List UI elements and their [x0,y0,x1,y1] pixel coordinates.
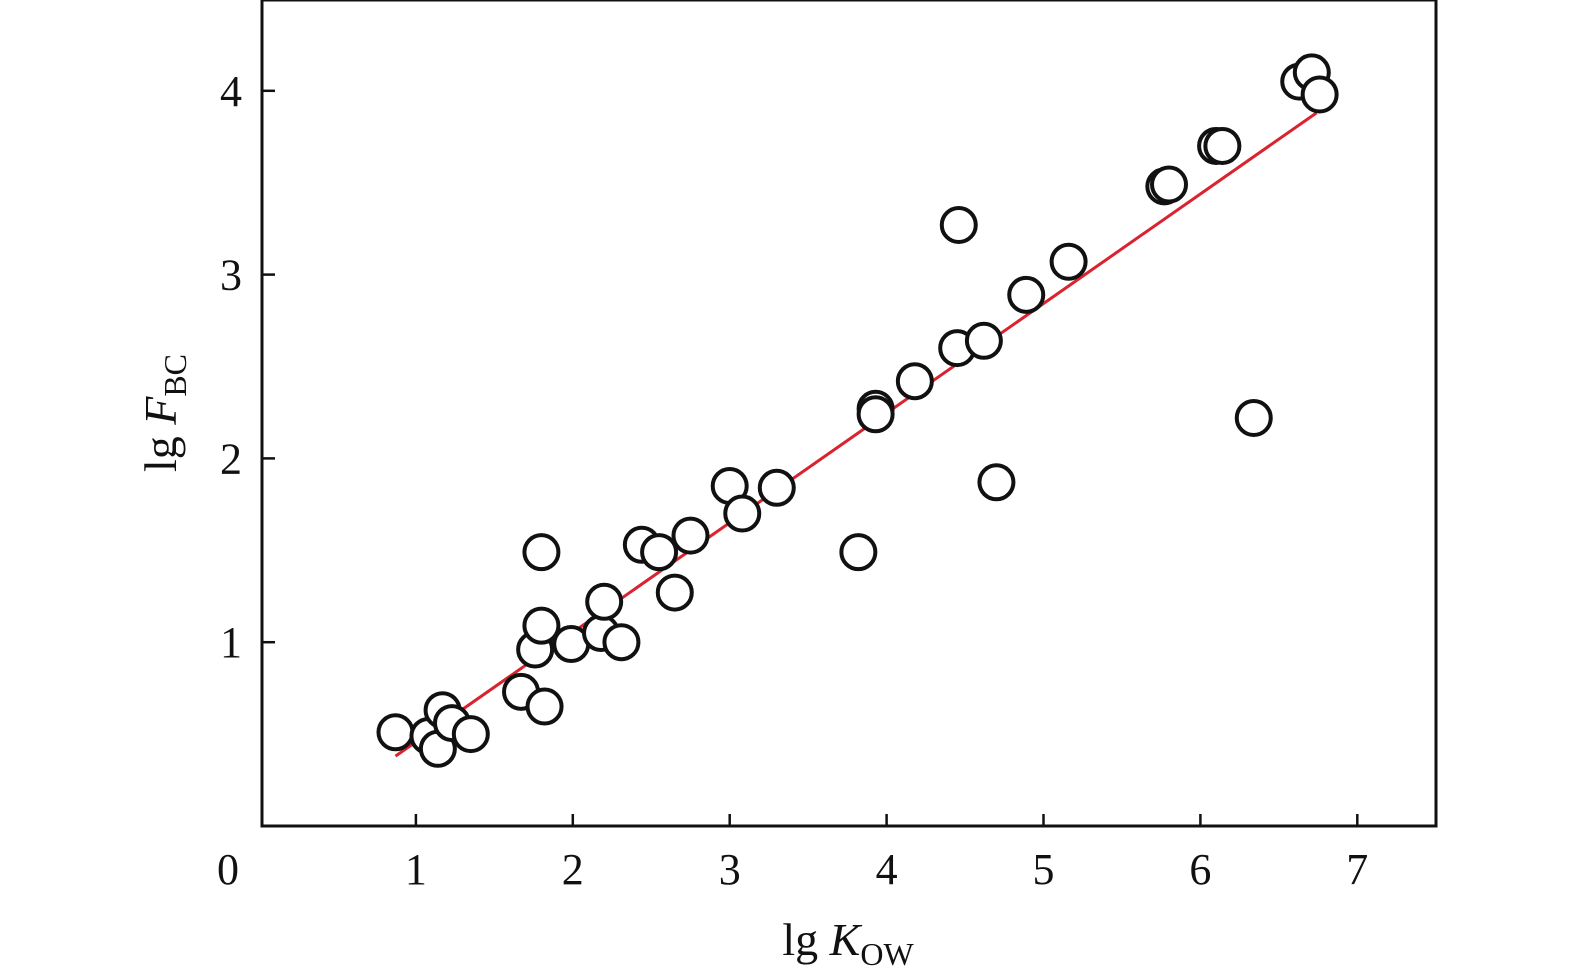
data-point [602,623,641,662]
data-point [1300,75,1339,114]
data-point [522,606,561,645]
y-tick-label: 1 [220,618,242,667]
y-axis-title-symbol: F [135,396,186,426]
x-tick-label: 0 [217,845,239,894]
x-tick-label: 7 [1346,845,1368,894]
x-tick-label: 2 [562,845,584,894]
y-tick-label: 4 [220,67,242,116]
data-point [856,395,895,434]
x-axis-title-subscript: OW [860,936,914,972]
x-tick-label: 6 [1189,845,1211,894]
data-point [640,533,679,572]
x-axis-title-main: lg [782,914,829,965]
data-point [1007,275,1046,314]
x-tick-label: 5 [1033,845,1055,894]
data-point [977,463,1016,502]
data-point [1150,165,1189,204]
data-point [655,573,694,612]
data-point [1234,398,1273,437]
x-axis-title: lg KOW [782,914,914,972]
y-tick-label: 2 [220,434,242,483]
data-point [451,715,490,754]
data-point [723,494,762,533]
data-point [525,687,564,726]
y-axis-title-subscript: BC [157,354,193,397]
data-points [376,53,1339,768]
axis-ticks [262,89,1359,826]
y-axis-title-main: lg [135,425,186,472]
data-point [585,582,624,621]
x-axis-title-symbol: K [829,914,863,965]
data-point [839,533,878,572]
data-point [522,533,561,572]
data-point [376,713,415,752]
y-axis-title: lg FBC [135,354,193,472]
plot-frame [260,0,1438,828]
data-point [939,205,978,244]
axis-tick-labels: 0 1 2 3 4 5 6 7 1 2 3 4 [217,67,1368,894]
x-tick-label: 1 [405,845,427,894]
data-point [671,516,710,555]
data-point [757,468,796,507]
data-point [895,362,934,401]
y-tick-label: 3 [220,251,242,300]
x-tick-label: 4 [876,845,898,894]
data-point [964,321,1003,360]
x-tick-label: 3 [719,845,741,894]
data-point [1049,242,1088,281]
data-point [1203,126,1242,165]
